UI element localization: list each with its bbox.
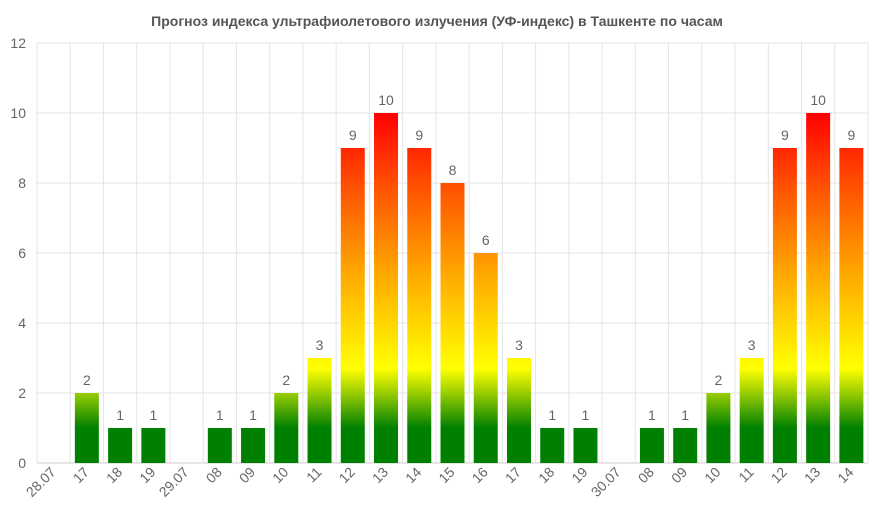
x-tick-label: 18: [103, 464, 125, 486]
data-label: 9: [847, 127, 855, 143]
bar: [108, 428, 133, 463]
data-label: 3: [515, 337, 523, 353]
x-tick-label: 11: [303, 464, 325, 486]
x-tick-label: 16: [469, 464, 491, 486]
x-tick-label: 10: [269, 464, 291, 486]
x-tick-label: 08: [635, 464, 657, 486]
data-label: 1: [582, 407, 590, 423]
data-label: 9: [781, 127, 789, 143]
data-label: 1: [149, 407, 157, 423]
bar: [74, 393, 99, 463]
y-axis-ticks: 0 2 4 6 8 10 12: [10, 35, 26, 471]
bar: [506, 358, 531, 463]
bar: [374, 113, 399, 463]
bar: [274, 393, 299, 463]
data-label: 1: [681, 407, 689, 423]
x-tick-label: 15: [435, 464, 457, 486]
bar: [307, 358, 332, 463]
bar: [639, 428, 664, 463]
y-tick-label: 6: [18, 245, 26, 261]
bar: [241, 428, 266, 463]
data-label: 1: [116, 407, 124, 423]
bar: [772, 148, 797, 463]
y-tick-label: 10: [10, 105, 26, 121]
x-tick-label: 13: [369, 464, 391, 486]
x-tick-label: 30.07: [588, 464, 624, 500]
data-label: 2: [282, 372, 290, 388]
y-tick-label: 8: [18, 175, 26, 191]
data-labels: 2 1 1 1 1 2 3 9 10 9 8 6 3 1 1 1 1 2 3 9 10 9: [83, 92, 856, 423]
x-tick-label: 12: [336, 464, 358, 486]
bar: [440, 183, 465, 463]
x-tick-label: 11: [735, 464, 757, 486]
data-label: 2: [715, 372, 723, 388]
data-label: 1: [548, 407, 556, 423]
y-tick-label: 2: [18, 385, 26, 401]
x-tick-label: 13: [801, 464, 823, 486]
bar: [473, 253, 498, 463]
x-tick-label: 14: [402, 464, 424, 486]
bar: [839, 148, 864, 463]
bar: [739, 358, 764, 463]
chart-title: Прогноз индекса ультрафиолетового излуче…: [151, 13, 723, 29]
data-label: 3: [748, 337, 756, 353]
bar: [141, 428, 166, 463]
data-label: 2: [83, 372, 91, 388]
bar: [540, 428, 565, 463]
data-label: 9: [349, 127, 357, 143]
x-tick-label: 10: [701, 464, 723, 486]
x-tick-label: 28.07: [23, 464, 59, 500]
y-tick-label: 4: [18, 315, 26, 331]
x-tick-label: 19: [136, 464, 158, 486]
x-tick-label: 18: [535, 464, 557, 486]
y-tick-label: 0: [18, 455, 26, 471]
x-tick-label: 12: [768, 464, 790, 486]
x-tick-label: 17: [70, 464, 92, 486]
x-tick-label: 19: [568, 464, 590, 486]
bar: [340, 148, 365, 463]
data-label: 8: [449, 162, 457, 178]
bar: [673, 428, 698, 463]
x-tick-label: 29.07: [156, 464, 192, 500]
x-tick-label: 09: [668, 464, 690, 486]
data-label: 6: [482, 232, 490, 248]
data-label: 1: [249, 407, 257, 423]
bars: [74, 113, 864, 463]
data-label: 9: [415, 127, 423, 143]
data-label: 3: [316, 337, 324, 353]
bar: [806, 113, 831, 463]
data-label: 1: [648, 407, 656, 423]
data-label: 1: [216, 407, 224, 423]
data-label: 10: [378, 92, 394, 108]
data-label: 10: [810, 92, 826, 108]
x-tick-label: 09: [236, 464, 258, 486]
bar: [407, 148, 432, 463]
y-tick-label: 12: [10, 35, 26, 51]
bar: [207, 428, 232, 463]
x-tick-label: 17: [502, 464, 524, 486]
grid-lines: [36, 42, 869, 464]
x-tick-label: 08: [203, 464, 225, 486]
bar: [573, 428, 598, 463]
x-tick-label: 14: [834, 464, 856, 486]
bar: [706, 393, 731, 463]
